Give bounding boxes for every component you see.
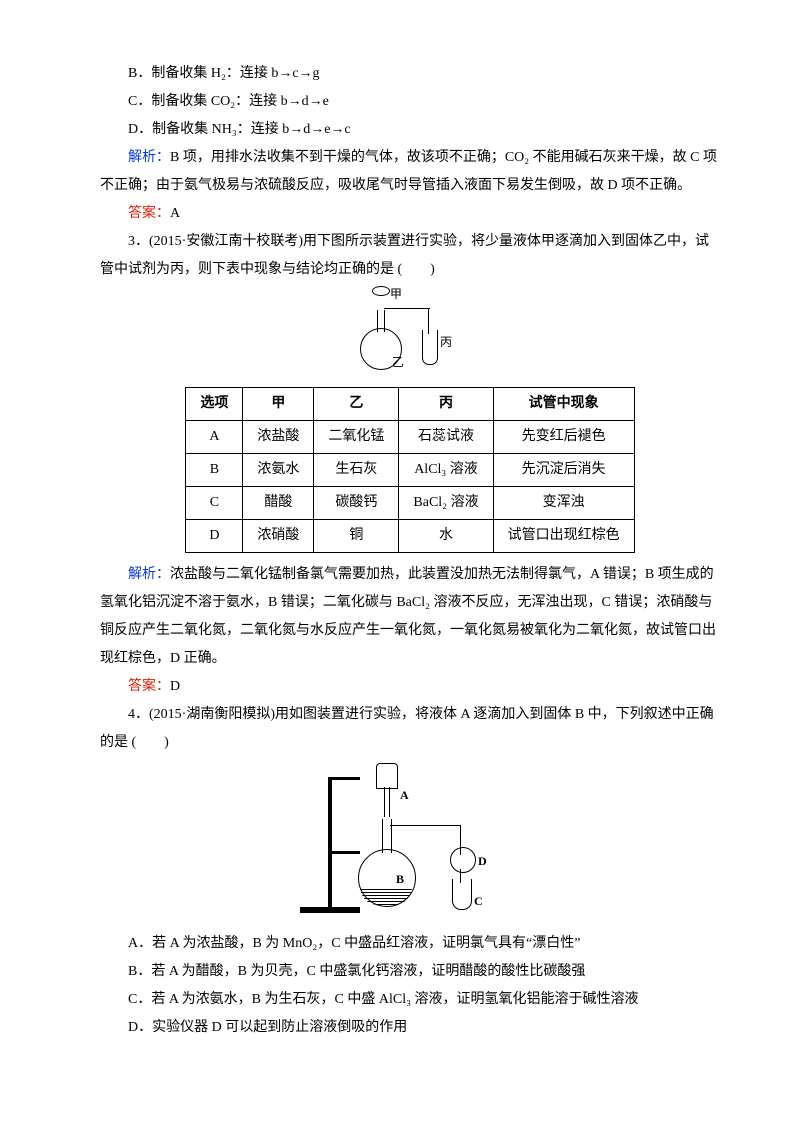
- fig2-label-d: D: [478, 849, 487, 873]
- answer-label: 答案：: [128, 679, 170, 694]
- col-yi: 乙: [314, 388, 399, 421]
- fig1-label-jia: 甲: [390, 282, 402, 306]
- figure-1: 甲 乙 丙: [100, 290, 720, 381]
- answer-label: 答案：: [128, 206, 170, 221]
- option-4c: C．若 A 为浓氨水，B 为生石灰，C 中盛 AlCl₃ 溶液，证明氢氧化铝能溶…: [100, 986, 720, 1014]
- table-row: A 浓盐酸 二氧化锰 石蕊试液 先变红后褪色: [186, 421, 634, 454]
- col-bing: 丙: [399, 388, 493, 421]
- option-c: C．制备收集 CO₂：连接 b→d→e: [100, 88, 720, 116]
- analysis-3: 解析：浓盐酸与二氧化锰制备氯气需要加热，此装置没加热无法制得氯气，A 错误；B …: [100, 561, 720, 673]
- answer-value: D: [170, 679, 180, 694]
- answer-1: 答案：A: [100, 200, 720, 228]
- fig1-label-bing: 丙: [440, 330, 452, 354]
- analysis-label: 解析：: [128, 567, 170, 582]
- table-row: B 浓氨水 生石灰 AlCl₃ 溶液 先沉淀后消失: [186, 454, 634, 487]
- answer-3: 答案：D: [100, 673, 720, 701]
- option-4b: B．若 A 为醋酸，B 为贝壳，C 中盛氯化钙溶液，证明醋酸的酸性比碳酸强: [100, 958, 720, 986]
- analysis-label: 解析：: [128, 150, 170, 165]
- table-row: C 醋酸 碳酸钙 BaCl₂ 溶液 变浑浊: [186, 487, 634, 520]
- analysis-1: 解析：B 项，用排水法收集不到干燥的气体，故该项不正确；CO₂ 不能用碱石灰来干…: [100, 144, 720, 200]
- apparatus-1: 甲 乙 丙: [350, 290, 470, 370]
- fig2-label-b: B: [396, 867, 404, 891]
- fig2-label-c: C: [474, 889, 483, 913]
- figure-2: A B C D: [100, 763, 720, 924]
- option-4d: D．实验仪器 D 可以起到防止溶液倒吸的作用: [100, 1014, 720, 1042]
- col-option: 选项: [186, 388, 243, 421]
- table-3: 选项 甲 乙 丙 试管中现象 A 浓盐酸 二氧化锰 石蕊试液 先变红后褪色 B …: [185, 387, 634, 553]
- option-4a: A．若 A 为浓盐酸，B 为 MnO₂，C 中盛品红溶液，证明氯气具有“漂白性”: [100, 930, 720, 958]
- col-jia: 甲: [243, 388, 314, 421]
- analysis-text: 浓盐酸与二氧化锰制备氯气需要加热，此装置没加热无法制得氯气，A 错误；B 项生成…: [100, 567, 716, 666]
- col-phenomenon: 试管中现象: [493, 388, 634, 421]
- fig1-label-yi: 乙: [392, 350, 404, 374]
- fig2-label-a: A: [400, 783, 409, 807]
- analysis-text: B 项，用排水法收集不到干燥的气体，故该项不正确；CO₂ 不能用碱石灰来干燥，故…: [100, 150, 717, 193]
- table-header: 选项 甲 乙 丙 试管中现象: [186, 388, 634, 421]
- option-b: B．制备收集 H₂：连接 b→c→g: [100, 60, 720, 88]
- option-d: D．制备收集 NH₃：连接 b→d→e→c: [100, 116, 720, 144]
- question-4: 4．(2015·湖南衡阳模拟)用如图装置进行实验，将液体 A 逐滴加入到固体 B…: [100, 701, 720, 757]
- answer-value: A: [170, 206, 180, 221]
- apparatus-2: A B C D: [300, 763, 520, 913]
- table-row: D 浓硝酸 铜 水 试管口出现红棕色: [186, 520, 634, 553]
- question-3: 3．(2015·安徽江南十校联考)用下图所示装置进行实验，将少量液体甲逐滴加入到…: [100, 228, 720, 284]
